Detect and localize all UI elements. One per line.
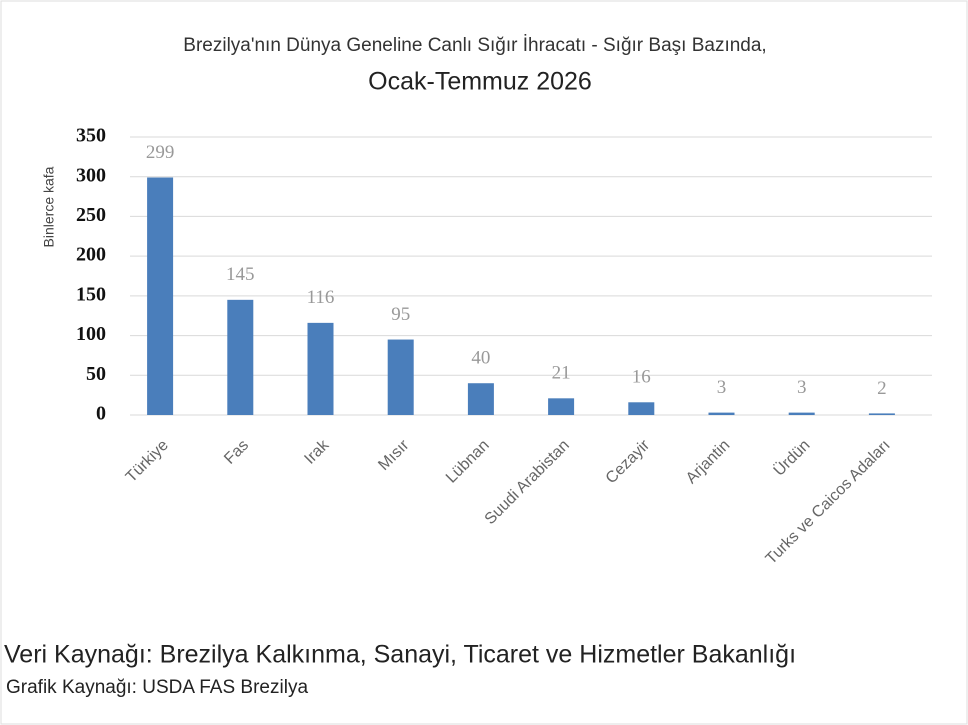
y-tick-label: 50	[86, 363, 106, 385]
y-tick-label: 150	[76, 283, 106, 305]
value-label: 3	[717, 377, 727, 398]
y-tick-label: 250	[76, 204, 106, 226]
value-label: 40	[471, 348, 490, 369]
y-tick-label: 200	[76, 244, 106, 266]
bar	[147, 177, 174, 415]
y-tick-label: 350	[76, 125, 106, 147]
value-label: 145	[226, 264, 255, 285]
bar	[227, 299, 254, 415]
chart-subtitle: Ocak-Temmuz 2026	[368, 68, 592, 96]
value-label: 2	[877, 378, 887, 399]
bar	[868, 413, 895, 415]
bar	[788, 412, 815, 415]
bar	[708, 412, 735, 415]
bar	[307, 322, 334, 415]
chart-title: Brezilya'nın Dünya Geneline Canlı Sığır …	[183, 35, 766, 56]
y-tick-label: 0	[96, 403, 106, 425]
value-label: 21	[552, 363, 571, 384]
credit-note: Grafik Kaynağı: USDA FAS Brezilya	[6, 677, 308, 698]
source-note: Veri Kaynağı: Brezilya Kalkınma, Sanayi,…	[4, 641, 796, 669]
y-axis-label: Binlerce kafa	[41, 166, 57, 247]
y-tick-label: 300	[76, 164, 106, 186]
bar	[548, 398, 575, 415]
bar	[387, 339, 414, 415]
value-label: 116	[307, 287, 335, 308]
y-tick-label: 100	[76, 323, 106, 345]
bar	[467, 383, 494, 415]
value-label: 3	[797, 377, 807, 398]
value-label: 299	[146, 142, 175, 163]
value-label: 95	[391, 304, 410, 325]
value-label: 16	[632, 367, 651, 388]
bar	[628, 402, 655, 415]
